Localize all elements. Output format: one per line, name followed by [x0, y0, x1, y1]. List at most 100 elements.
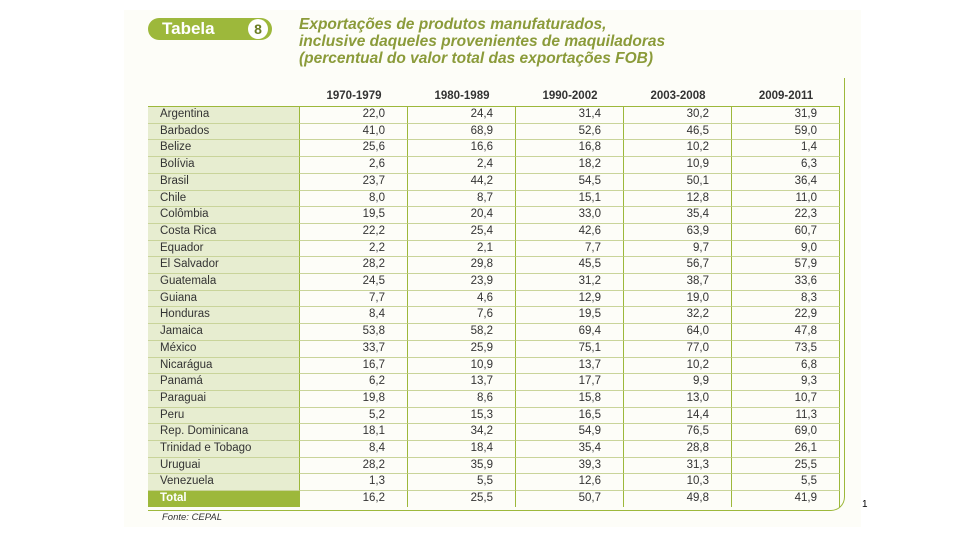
value-cell: 6,2	[300, 374, 408, 391]
value-cell: 54,9	[516, 424, 624, 442]
value-cell: 25,4	[408, 223, 516, 241]
value-cell: 56,7	[624, 257, 732, 275]
value-cell: 22,2	[300, 223, 408, 241]
title-line-2: inclusive daqueles provenientes de maqui…	[299, 33, 666, 50]
table-row: Guatemala 24,5 23,9 31,2 38,7 33,6	[148, 274, 840, 291]
total-label: Total	[148, 491, 300, 507]
table-row: Jamaica 53,8 58,2 69,4 64,0 47,8	[148, 324, 840, 341]
country-cell: Bolívia	[148, 157, 300, 174]
header-country	[148, 78, 300, 107]
value-cell: 6,3	[732, 157, 840, 174]
value-cell: 15,8	[516, 390, 624, 408]
value-cell: 68,9	[408, 123, 516, 141]
country-cell: Brasil	[148, 173, 300, 191]
country-cell: Trinidad e Tobago	[148, 441, 300, 458]
value-cell: 73,5	[732, 340, 840, 358]
country-cell: Paraguai	[148, 390, 300, 408]
value-cell: 33,6	[732, 274, 840, 291]
value-cell: 2,2	[300, 240, 408, 258]
value-cell: 22,0	[300, 107, 408, 124]
page-number: 1	[862, 499, 868, 510]
table-row: Equador 2,2 2,1 7,7 9,7 9,0	[148, 240, 840, 258]
value-cell: 16,6	[408, 140, 516, 158]
value-cell: 9,9	[624, 374, 732, 391]
value-cell: 22,9	[732, 307, 840, 325]
total-value-cell: 41,9	[732, 491, 840, 507]
country-cell: Argentina	[148, 107, 300, 124]
value-cell: 9,0	[732, 240, 840, 258]
table-row: Argentina 22,0 24,4 31,4 30,2 31,9	[148, 107, 840, 124]
value-cell: 58,2	[408, 324, 516, 341]
value-cell: 15,1	[516, 190, 624, 208]
value-cell: 31,2	[516, 274, 624, 291]
badge-label: Tabela	[162, 19, 215, 38]
table-row: Belize 25,6 16,6 16,8 10,2 1,4	[148, 140, 840, 158]
table-row: Colômbia 19,5 20,4 33,0 35,4 22,3	[148, 207, 840, 224]
value-cell: 7,7	[516, 240, 624, 258]
country-cell: Costa Rica	[148, 223, 300, 241]
value-cell: 33,7	[300, 340, 408, 358]
value-cell: 44,2	[408, 173, 516, 191]
value-cell: 30,2	[624, 107, 732, 124]
value-cell: 5,5	[732, 474, 840, 492]
value-cell: 19,5	[516, 307, 624, 325]
value-cell: 25,6	[300, 140, 408, 158]
country-cell: El Salvador	[148, 257, 300, 275]
value-cell: 20,4	[408, 207, 516, 224]
table-row: Honduras 8,4 7,6 19,5 32,2 22,9	[148, 307, 840, 325]
value-cell: 12,8	[624, 190, 732, 208]
value-cell: 8,4	[300, 441, 408, 458]
country-cell: Jamaica	[148, 324, 300, 341]
value-cell: 10,2	[624, 140, 732, 158]
header-period: 1970-1979	[300, 78, 408, 107]
table-title: Exportações de produtos manufaturados, i…	[299, 16, 739, 67]
value-cell: 12,9	[516, 290, 624, 308]
value-cell: 35,4	[624, 207, 732, 224]
value-cell: 31,9	[732, 107, 840, 124]
value-cell: 18,2	[516, 157, 624, 174]
country-cell: Chile	[148, 190, 300, 208]
value-cell: 8,6	[408, 390, 516, 408]
value-cell: 35,4	[516, 441, 624, 458]
value-cell: 53,8	[300, 324, 408, 341]
header-period: 1990-2002	[516, 78, 624, 107]
value-cell: 12,6	[516, 474, 624, 492]
value-cell: 8,4	[300, 307, 408, 325]
value-cell: 19,0	[624, 290, 732, 308]
value-cell: 29,8	[408, 257, 516, 275]
country-cell: Guiana	[148, 290, 300, 308]
value-cell: 69,0	[732, 424, 840, 442]
value-cell: 4,6	[408, 290, 516, 308]
value-cell: 8,0	[300, 190, 408, 208]
value-cell: 23,7	[300, 173, 408, 191]
value-cell: 2,6	[300, 157, 408, 174]
table-row: Brasil 23,7 44,2 54,5 50,1 36,4	[148, 173, 840, 191]
value-cell: 13,7	[408, 374, 516, 391]
table-row: Peru 5,2 15,3 16,5 14,4 11,3	[148, 407, 840, 425]
badge-number: 8	[248, 19, 268, 39]
value-cell: 32,2	[624, 307, 732, 325]
country-cell: Uruguai	[148, 457, 300, 475]
table-row: México 33,7 25,9 75,1 77,0 73,5	[148, 340, 840, 358]
table-row: Rep. Dominicana 18,1 34,2 54,9 76,5 69,0	[148, 424, 840, 442]
value-cell: 25,9	[408, 340, 516, 358]
value-cell: 14,4	[624, 407, 732, 425]
value-cell: 54,5	[516, 173, 624, 191]
value-cell: 10,2	[624, 357, 732, 375]
value-cell: 7,7	[300, 290, 408, 308]
value-cell: 5,2	[300, 407, 408, 425]
header-period: 1980-1989	[408, 78, 516, 107]
header-row: 1970-1979 1980-1989 1990-2002 2003-2008 2009…	[148, 78, 840, 107]
value-cell: 19,8	[300, 390, 408, 408]
country-cell: Belize	[148, 140, 300, 158]
value-cell: 50,1	[624, 173, 732, 191]
value-cell: 52,6	[516, 123, 624, 141]
table-row: Uruguai 28,2 35,9 39,3 31,3 25,5	[148, 457, 840, 475]
value-cell: 18,1	[300, 424, 408, 442]
country-cell: Honduras	[148, 307, 300, 325]
value-cell: 10,3	[624, 474, 732, 492]
value-cell: 28,8	[624, 441, 732, 458]
value-cell: 13,0	[624, 390, 732, 408]
value-cell: 2,1	[408, 240, 516, 258]
total-value-cell: 25,5	[408, 491, 516, 507]
